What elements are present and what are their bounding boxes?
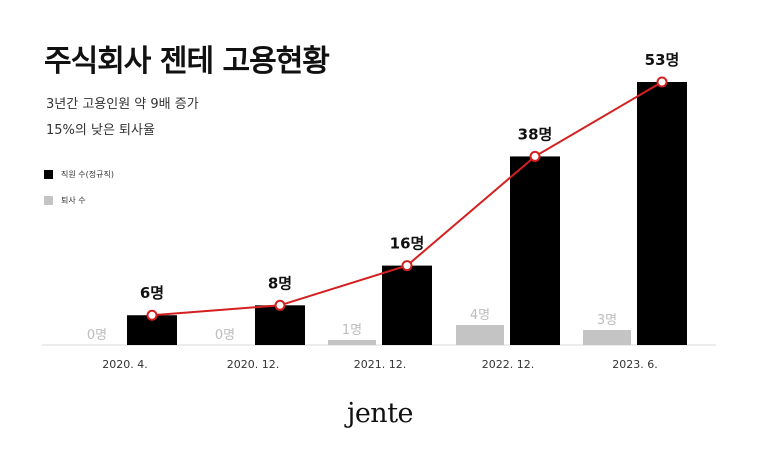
trend-point xyxy=(401,260,413,272)
resignation-bar xyxy=(583,330,631,345)
jente-logo: jente xyxy=(346,398,414,429)
trend-point xyxy=(274,299,286,311)
legend-label-resignations: 퇴사 수 xyxy=(61,195,86,205)
x-tick-label: 2021. 12. xyxy=(354,358,406,371)
legend: 직원 수(정규직) 퇴사 수 xyxy=(44,167,114,219)
chart-subtitle: 3년간 고용인원 약 9배 증가 15%의 낮은 퇴사율 xyxy=(46,92,199,144)
resignation-label: 4명 xyxy=(470,308,490,323)
legend-swatch-employees xyxy=(44,169,53,179)
trend-point xyxy=(529,150,541,162)
employee-label: 16명 xyxy=(390,235,425,253)
resignation-label: 3명 xyxy=(597,313,617,328)
trend-point xyxy=(656,76,668,88)
subtitle-line-2: 15%의 낮은 퇴사율 xyxy=(46,123,155,138)
legend-label-employees: 직원 수(정규직) xyxy=(61,169,114,179)
employee-label: 8명 xyxy=(268,274,292,292)
subtitle-line-1: 3년간 고용인원 약 9배 증가 xyxy=(46,97,199,112)
resignation-label: 0명 xyxy=(215,328,235,343)
legend-item-resignations: 퇴사 수 xyxy=(44,193,114,207)
resignation-label: 0명 xyxy=(87,328,107,343)
employee-bar xyxy=(637,82,687,345)
legend-swatch-resignations xyxy=(44,195,53,205)
employee-bar xyxy=(510,156,560,345)
legend-item-employees: 직원 수(정규직) xyxy=(44,167,114,181)
resignation-label: 1명 xyxy=(342,323,362,338)
x-tick-label: 2022. 12. xyxy=(482,358,534,371)
x-tick-label: 2020. 4. xyxy=(102,358,147,371)
chart-title: 주식회사 젠테 고용현황 xyxy=(44,44,330,79)
trend-point xyxy=(146,309,158,321)
employee-bar xyxy=(255,305,305,345)
resignation-bar xyxy=(456,325,504,345)
x-tick-label: 2023. 6. xyxy=(612,358,657,371)
resignation-bar xyxy=(328,340,376,345)
x-tick-label: 2020. 12. xyxy=(227,358,279,371)
employee-label: 53명 xyxy=(645,51,680,69)
employee-label: 38명 xyxy=(518,125,553,143)
employee-label: 6명 xyxy=(140,284,164,302)
employee-bar xyxy=(382,265,432,345)
